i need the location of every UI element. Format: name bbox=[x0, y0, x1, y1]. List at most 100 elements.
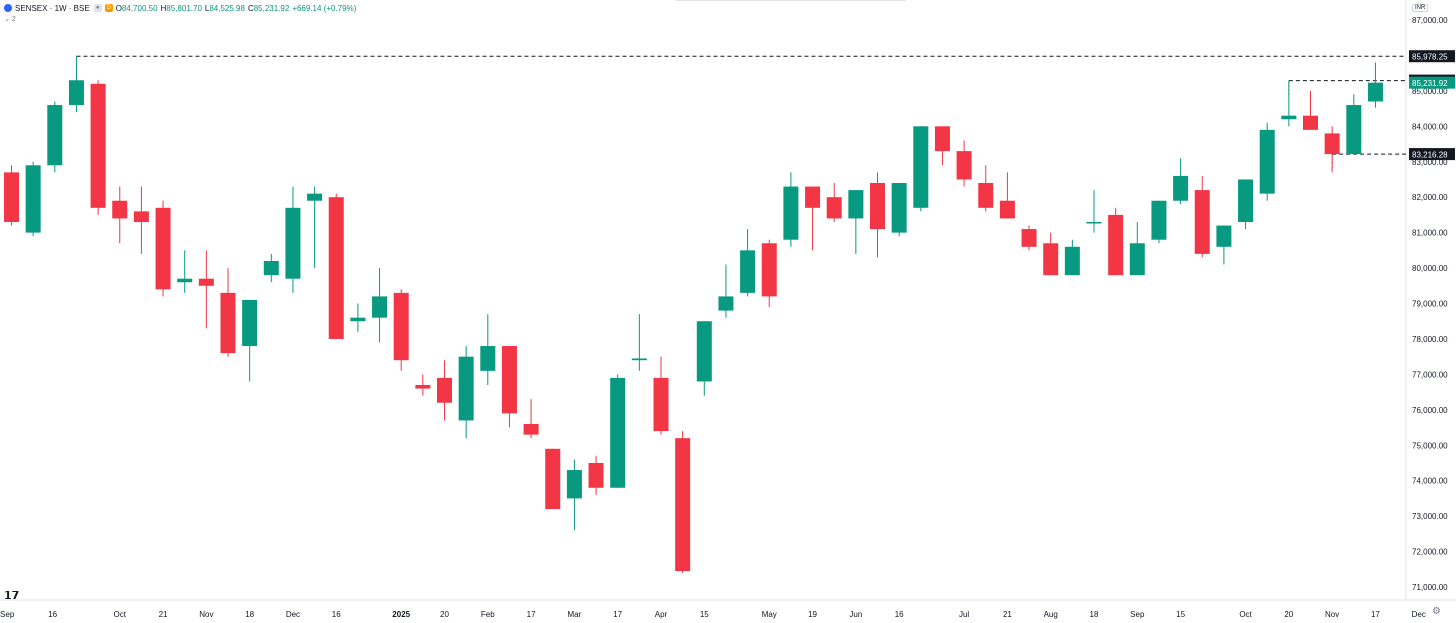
x-tick-label: Sep bbox=[0, 610, 15, 619]
symbol-label[interactable]: SENSEX · 1W · BSE bbox=[15, 3, 90, 13]
x-tick-label: 19 bbox=[808, 610, 817, 619]
sensex-logo-icon bbox=[4, 4, 12, 12]
candle-up bbox=[1086, 221, 1102, 224]
y-tick-label: 79,000.00 bbox=[1412, 300, 1448, 309]
candle-down bbox=[437, 377, 452, 403]
candle-down bbox=[1043, 243, 1059, 276]
high-value: 85,801.70 bbox=[166, 3, 202, 13]
high-label: H bbox=[160, 3, 167, 13]
x-tick-label: Aug bbox=[1044, 610, 1058, 619]
x-tick-label: 18 bbox=[1090, 610, 1099, 619]
candle-up bbox=[263, 260, 279, 276]
x-tick-label: 21 bbox=[1003, 610, 1012, 619]
y-tick-label: 81,000.00 bbox=[1412, 229, 1448, 238]
candle-up bbox=[458, 356, 474, 421]
y-tick-label: 78,000.00 bbox=[1412, 335, 1448, 344]
candle-up bbox=[1064, 246, 1080, 276]
candle-up bbox=[1151, 200, 1167, 240]
candle-down bbox=[999, 200, 1015, 219]
candle-up bbox=[25, 165, 41, 233]
candle-down bbox=[545, 448, 561, 510]
candle-down bbox=[393, 292, 409, 361]
y-tick-label: 83,000.00 bbox=[1412, 158, 1448, 167]
open-label: O bbox=[115, 3, 122, 13]
candle-up bbox=[285, 207, 301, 279]
candle-down bbox=[90, 83, 106, 208]
x-tick-label: Nov bbox=[1325, 610, 1339, 619]
candle-down bbox=[198, 278, 214, 286]
candle-down bbox=[1324, 133, 1340, 155]
candle-up bbox=[566, 470, 582, 499]
y-tick-label: 80,000.00 bbox=[1412, 264, 1448, 273]
candle-down bbox=[112, 200, 128, 219]
x-tick-label: Oct bbox=[114, 610, 127, 619]
x-tick-label: 21 bbox=[159, 610, 168, 619]
candle-up bbox=[1129, 243, 1145, 276]
candle-up bbox=[740, 250, 756, 293]
candle-down bbox=[826, 197, 842, 219]
delay-badge: D bbox=[104, 4, 113, 12]
x-tick-label: 16 bbox=[332, 610, 341, 619]
y-tick-label: 76,000.00 bbox=[1412, 406, 1448, 415]
x-tick-label: 17 bbox=[527, 610, 536, 619]
price-tag: 85,978.25 bbox=[1412, 53, 1448, 62]
candle-up bbox=[631, 358, 647, 361]
candle-down bbox=[870, 183, 885, 230]
candle-down bbox=[4, 172, 19, 222]
price-tag-bg bbox=[1409, 50, 1455, 63]
candle-up bbox=[1238, 179, 1254, 222]
eye-icon[interactable]: ● bbox=[93, 4, 102, 12]
currency-button[interactable]: INR bbox=[1412, 4, 1429, 12]
candle-up bbox=[848, 190, 864, 219]
candle-down bbox=[523, 423, 539, 435]
candle-down bbox=[588, 462, 604, 488]
candle-up bbox=[1259, 129, 1275, 194]
low-label: L bbox=[204, 3, 210, 13]
x-tick-label: Dec bbox=[286, 610, 300, 619]
candle-up bbox=[913, 126, 929, 208]
candle-up bbox=[783, 186, 799, 240]
candle-up bbox=[696, 321, 712, 382]
x-tick-label: 17 bbox=[613, 610, 622, 619]
candle-up bbox=[480, 346, 496, 371]
x-tick-label: 20 bbox=[440, 610, 449, 619]
candle-down bbox=[956, 151, 972, 180]
y-tick-label: 71,000.00 bbox=[1412, 583, 1448, 592]
x-tick-label: Jun bbox=[849, 610, 862, 619]
candle-up bbox=[1281, 115, 1297, 120]
gear-icon[interactable]: ⚙ bbox=[1432, 606, 1441, 617]
x-tick-label: Sep bbox=[1130, 610, 1145, 619]
tradingview-logo-icon[interactable]: 𝟭𝟳 bbox=[4, 590, 20, 602]
close-label: C bbox=[247, 3, 254, 13]
price-tag: 83,216.28 bbox=[1412, 151, 1448, 160]
candle-down bbox=[415, 385, 431, 389]
candle-down bbox=[328, 197, 344, 339]
candle-up bbox=[718, 296, 734, 311]
indicators-toggle[interactable]: ⌄ 2 bbox=[4, 16, 16, 23]
y-tick-label: 85,000.00 bbox=[1412, 87, 1448, 96]
y-tick-label: 84,000.00 bbox=[1412, 122, 1448, 131]
candle-down bbox=[978, 183, 994, 208]
x-tick-label: 2025 bbox=[392, 610, 410, 619]
candle-up bbox=[1173, 175, 1189, 201]
chart-legend: SENSEX · 1W · BSE ● D O 84,700.50 H 85,8… bbox=[4, 2, 356, 14]
candle-down bbox=[1303, 115, 1318, 130]
x-tick-label: 16 bbox=[895, 610, 904, 619]
x-tick-label: Nov bbox=[199, 610, 213, 619]
candle-up bbox=[1367, 82, 1383, 102]
price-tag-bg bbox=[1409, 148, 1455, 161]
candle-down bbox=[1021, 229, 1037, 247]
candle-down bbox=[675, 438, 691, 572]
candle-down bbox=[805, 186, 821, 208]
candle-up bbox=[372, 296, 388, 318]
x-tick-label: 15 bbox=[1176, 610, 1185, 619]
candle-up bbox=[610, 377, 626, 488]
candle-down bbox=[653, 377, 669, 432]
candle-up bbox=[242, 299, 258, 347]
candle-up bbox=[1216, 225, 1232, 247]
last-price-tag-bg bbox=[1409, 76, 1455, 89]
y-tick-label: 87,000.00 bbox=[1412, 16, 1448, 25]
x-tick-label: 15 bbox=[700, 610, 709, 619]
y-tick-label: 82,000.00 bbox=[1412, 193, 1448, 202]
